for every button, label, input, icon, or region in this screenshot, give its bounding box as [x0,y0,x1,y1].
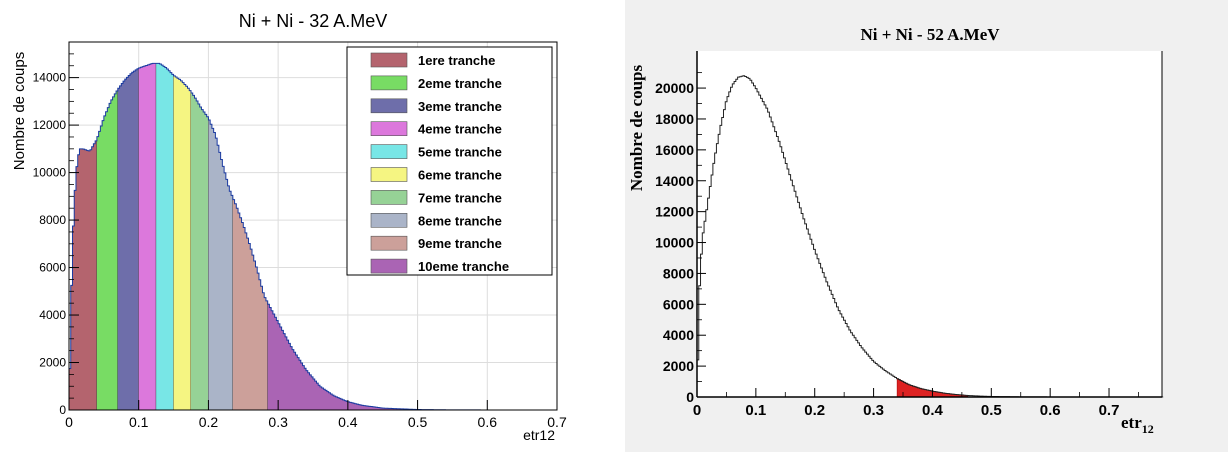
left-y-tick-label: 0 [59,403,66,417]
left-x-tick-label: 0 [65,414,73,430]
left-tranche-fills [69,63,557,411]
legend-entry-label: 1ere tranche [418,53,495,68]
right-y-tick-label: 10000 [655,235,694,251]
right-x-axis-label-main: etr [1121,413,1142,432]
legend-entry-label: 6eme tranche [418,168,502,183]
right-plot-area [697,51,1162,397]
legend-swatch [370,121,408,136]
legend-entry-label: 2eme tranche [418,76,502,91]
tranche-slice-1 [69,140,97,410]
right-axis-ticks: 0 0.1 0.2 0.3 0.4 0.5 0.6 0.7 0 2000 4000 6000 8000 1… [655,72,1139,419]
right-x-tick-label: 0.3 [863,402,884,419]
left-axis-ticks: 0 0.1 0.2 0.3 0.4 0.5 0.6 0.7 0 2000 4000 6000 8000 1… [33,53,567,430]
legend-entry-label: 5eme tranche [418,145,502,160]
tranche-slice-2 [96,90,118,410]
right-axes [696,51,1163,398]
left-y-tick-label: 10000 [33,166,67,180]
tranche-slice-3 [117,68,139,410]
right-x-axis-label: etr12 [1121,413,1154,436]
legend-swatch [370,235,408,251]
right-x-tick-label: 0 [693,402,701,419]
right-y-tick-label: 4000 [663,327,694,343]
left-y-tick-label: 12000 [33,118,67,132]
left-plot-frame [68,41,558,411]
left-x-tick-label: 0.7 [547,414,567,430]
legend-swatch [370,144,408,159]
legend-entry-label: 7eme tranche [418,190,502,205]
left-chart-title: Ni + Ni - 32 A.MeV [239,11,388,31]
right-y-tick-label: 18000 [655,111,694,127]
right-x-tick-label: 0.4 [922,402,944,419]
tranche-slice-6 [173,75,191,410]
legend-swatch [370,258,408,274]
right-y-tick-label: 20000 [655,80,694,96]
right-y-tick-label: 0 [686,389,694,405]
left-x-tick-label: 0.6 [478,414,498,430]
legend-swatch [370,75,408,91]
right-x-tick-label: 0.5 [981,402,1002,419]
right-x-tick-label: 0.6 [1040,402,1061,419]
tranche-slice-10 [267,304,557,410]
left-legend: 1ere tranche 2eme tranche 3eme tranche 4eme… [346,46,553,276]
tranche-slice-4 [138,63,157,411]
tranche-slice-7 [191,93,209,410]
right-y-tick-label: 12000 [655,204,694,220]
right-x-axis-label-subscript: 12 [1142,422,1154,436]
left-y-tick-label: 6000 [39,261,66,275]
tranche-slice-5 [156,63,174,411]
left-x-tick-label: 0.5 [408,414,428,430]
left-x-tick-label: 0.3 [268,414,288,430]
legend-swatch [370,190,408,205]
left-y-tick-label: 4000 [39,308,66,322]
legend-entry-label: 4eme tranche [418,122,502,137]
legend-entry-label: 8eme tranche [418,213,502,228]
chart-32-amev: Ni + Ni - 32 A.MeV Nombre de coups etr12… [0,0,606,452]
left-y-tick-label: 14000 [33,71,67,85]
legend-swatch [370,98,408,114]
tranche-slice-8 [208,120,233,411]
right-x-tick-label: 0.1 [745,402,766,419]
right-y-tick-label: 16000 [655,142,694,158]
tranche-slice-9 [232,199,268,410]
right-y-tick-label: 8000 [663,265,694,281]
legend-entry-label: 9eme tranche [418,236,502,251]
left-y-tick-label: 2000 [39,356,66,370]
legend-swatch [370,167,408,182]
chart-52-amev: Ni + Ni - 52 A.MeV Nombre de coups etr12… [625,0,1228,452]
right-chart-title: Ni + Ni - 52 A.MeV [860,25,1000,44]
legend-swatch [370,52,408,68]
right-x-tick-label: 0.2 [804,402,825,419]
legend-swatch [370,213,408,228]
left-x-tick-label: 0.1 [129,414,149,430]
left-y-axis-label: Nombre de coups [11,52,28,170]
legend-entry-label: 3eme tranche [418,99,502,114]
right-y-tick-label: 6000 [663,296,694,312]
right-y-axis-label: Nombre de coups [627,64,646,191]
left-x-axis-label: etr12 [523,427,555,443]
right-y-tick-label: 2000 [663,358,694,374]
left-x-tick-label: 0.2 [199,414,219,430]
left-x-tick-label: 0.4 [338,414,358,430]
right-y-tick-label: 14000 [655,173,694,189]
left-y-tick-label: 8000 [39,213,66,227]
right-x-tick-label: 0.7 [1099,402,1120,419]
legend-entry-label: 10eme tranche [418,259,509,274]
